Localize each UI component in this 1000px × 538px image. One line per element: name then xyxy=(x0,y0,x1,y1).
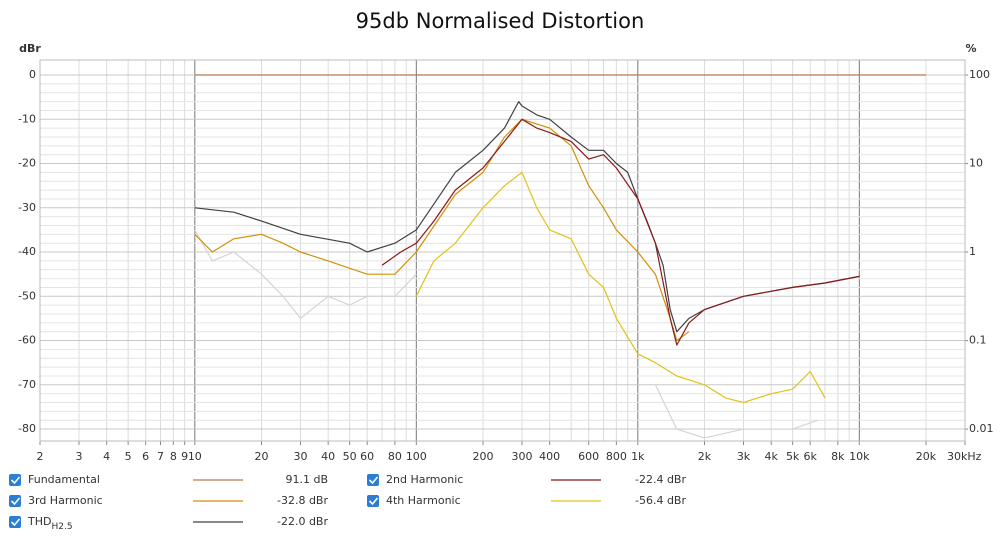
legend-label: 3rd Harmonic xyxy=(28,494,103,507)
legend-label: THDH2.5 xyxy=(27,515,73,532)
legend-label: 4th Harmonic xyxy=(386,494,461,507)
legend-name: THD xyxy=(27,515,51,528)
plot-frame xyxy=(39,59,966,442)
legend-name: 4th Harmonic xyxy=(386,494,461,507)
x-tick-label: 400 xyxy=(539,450,560,463)
legend-value: -22.0 dBr xyxy=(277,515,328,528)
legend-subscript: H2.5 xyxy=(51,522,72,532)
legend-value: -56.4 dBr xyxy=(635,494,686,507)
y-tick-label: -50 xyxy=(18,289,36,302)
x-tick-label: 2 xyxy=(37,450,44,463)
x-tick-label: 6 xyxy=(142,450,149,463)
series-line xyxy=(194,101,860,333)
legend-checkbox[interactable] xyxy=(9,474,21,486)
y2-axis-label: % xyxy=(965,42,976,55)
series-line xyxy=(381,118,860,346)
checkbox-check xyxy=(10,476,21,485)
x-tick-label: 3k xyxy=(737,450,751,463)
x-tick-label: 20k xyxy=(916,450,937,463)
x-tick-label: 4 xyxy=(103,450,110,463)
chart-title: 95db Normalised Distortion xyxy=(356,9,645,33)
legend-name: 3rd Harmonic xyxy=(28,494,103,507)
x-tick-label: 2k xyxy=(698,450,712,463)
legend-name: Fundamental xyxy=(28,473,100,486)
x-tick-label: 8 xyxy=(170,450,177,463)
legend-checkbox[interactable] xyxy=(9,495,21,507)
checkbox-box xyxy=(367,495,379,507)
y2-tick-label: 1 xyxy=(969,245,976,258)
x-tick-label: 100 xyxy=(406,450,427,463)
x-tick-label: 9 xyxy=(181,450,188,463)
legend-checkbox[interactable] xyxy=(367,474,379,486)
checkbox-box xyxy=(9,516,21,528)
x-tick-label: 5k xyxy=(786,450,800,463)
checkbox-box xyxy=(367,474,379,486)
legend-value: -22.4 dBr xyxy=(635,473,686,486)
x-tick-label: 7 xyxy=(157,450,164,463)
x-tick-label: 80 xyxy=(388,450,402,463)
series-line xyxy=(194,229,819,439)
x-tick-label: 4k xyxy=(764,450,778,463)
x-tick-label: 30kHz xyxy=(947,450,982,463)
y-tick-label: -30 xyxy=(18,201,36,214)
x-tick-label: 3 xyxy=(76,450,83,463)
x-tick-label: 300 xyxy=(512,450,533,463)
x-tick-label: 60 xyxy=(360,450,374,463)
checkbox-check xyxy=(368,476,379,485)
y2-tick-label: 100 xyxy=(969,68,990,81)
x-tick-label: 10k xyxy=(849,450,870,463)
x-tick-label: 30 xyxy=(294,450,308,463)
x-tick-label: 50 xyxy=(343,450,357,463)
y-tick-label: -80 xyxy=(18,422,36,435)
x-tick-label: 600 xyxy=(578,450,599,463)
x-tick-label: 5 xyxy=(125,450,132,463)
grid xyxy=(39,60,966,441)
y2-tick-label: 10 xyxy=(969,157,983,170)
x-tick-label: 800 xyxy=(606,450,627,463)
x-tick-label: 40 xyxy=(321,450,335,463)
x-tick-label: 6k xyxy=(803,450,817,463)
checkbox-box xyxy=(9,495,21,507)
y2-tick-label: 0.01 xyxy=(969,422,994,435)
legend-name: 2nd Harmonic xyxy=(386,473,463,486)
x-tick-label: 20 xyxy=(254,450,268,463)
x-tick-label: 200 xyxy=(472,450,493,463)
y-tick-label: -40 xyxy=(18,245,36,258)
legend-checkbox[interactable] xyxy=(367,495,379,507)
checkbox-check xyxy=(368,497,379,506)
legend-label: 2nd Harmonic xyxy=(386,473,463,486)
checkbox-box xyxy=(9,474,21,486)
y-tick-label: -70 xyxy=(18,378,36,391)
checkbox-check xyxy=(10,518,21,527)
series-line xyxy=(415,171,826,404)
y2-tick-label: 0.1 xyxy=(969,334,987,347)
x-tick-label: 1k xyxy=(631,450,645,463)
y-axis-label: dBr xyxy=(19,42,41,55)
legend-value: -32.8 dBr xyxy=(277,494,328,507)
legend-checkbox[interactable] xyxy=(9,516,21,528)
legend-label: Fundamental xyxy=(28,473,100,486)
x-tick-label: 10 xyxy=(188,450,202,463)
y-tick-label: 0 xyxy=(29,68,36,81)
y-tick-label: -10 xyxy=(18,112,36,125)
y-tick-label: -20 xyxy=(18,157,36,170)
checkbox-check xyxy=(10,497,21,506)
legend-value: 91.1 dB xyxy=(285,473,328,486)
x-tick-label: 8k xyxy=(831,450,845,463)
y-tick-label: -60 xyxy=(18,334,36,347)
